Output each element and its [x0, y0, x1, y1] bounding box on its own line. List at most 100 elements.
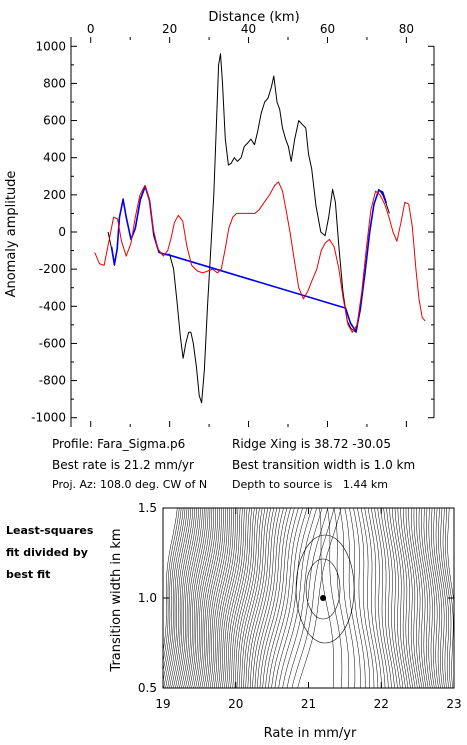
contour-line	[360, 507, 379, 689]
contour-line	[243, 507, 269, 689]
contour-line	[162, 507, 182, 688]
y-tick-label: -600	[39, 336, 66, 350]
contour-line	[413, 507, 427, 689]
contour-line	[418, 507, 431, 689]
contour-line	[403, 507, 418, 689]
y-axis-title: Anomaly amplitude	[4, 171, 19, 298]
x-tick-label: 20	[228, 697, 243, 711]
x-tick-label: 20	[162, 22, 177, 36]
y-tick-label: 600	[43, 114, 66, 128]
contour-line	[268, 507, 303, 689]
y-axis-title: Transition width in km	[109, 528, 124, 672]
minimum-contour	[305, 558, 341, 620]
contour-line	[175, 507, 197, 689]
contour-line	[389, 507, 406, 689]
contour-line	[416, 507, 429, 689]
contour-line	[177, 507, 199, 689]
contour-line	[426, 507, 437, 689]
x-tick-label: 80	[399, 22, 414, 36]
contour-line	[213, 507, 235, 689]
contour-line	[167, 507, 190, 689]
depth-to-source: Depth to source is 1.44 km	[232, 478, 388, 491]
contour-line	[240, 507, 266, 689]
y-tick-label: 400	[43, 151, 66, 165]
y-tick-label: -1000	[31, 411, 66, 425]
contour-line	[367, 507, 386, 689]
contour-line	[252, 507, 281, 689]
contour-line	[265, 507, 299, 689]
series-group	[94, 53, 426, 404]
contour-line	[205, 507, 226, 689]
contour-line	[271, 507, 308, 689]
contour-line	[257, 507, 288, 689]
best-fit-point	[320, 595, 327, 601]
contour-line	[162, 507, 184, 689]
model-profile-line	[94, 181, 426, 333]
contour-line	[344, 507, 361, 689]
y-tick-label: 800	[43, 76, 66, 90]
contour-line	[394, 507, 411, 689]
contour-line	[187, 507, 209, 689]
contour-line	[440, 507, 449, 689]
contour-line	[286, 507, 329, 689]
contour-line	[193, 507, 215, 689]
contour-line	[254, 507, 284, 689]
contour-line	[431, 507, 441, 689]
contour-line	[230, 507, 253, 689]
y-tick-label: -200	[39, 262, 66, 276]
contour-line	[405, 507, 420, 689]
contour-line	[171, 507, 194, 689]
contour-line	[163, 507, 186, 689]
contour-line	[374, 507, 392, 689]
y-tick-label: 1.0	[138, 591, 157, 605]
contour-line	[179, 507, 201, 689]
contour-line	[215, 507, 237, 689]
contour-line	[364, 507, 382, 689]
y-tick-label: 200	[43, 188, 66, 202]
contour-line	[371, 507, 389, 689]
axis-ticks: 0 20 40 60 80 -1000 -800 -600 -400 -200 0 200 400 600…	[31, 22, 435, 427]
best-fit-segment-line	[110, 185, 388, 333]
caption-line: best fit	[6, 568, 51, 581]
profile-name: Profile: Fara_Sigma.p6	[52, 437, 186, 451]
contour-line	[195, 507, 216, 689]
anomaly-profile-chart: 0 20 40 60 80 -1000 -800 -600 -400 -200 0 200 400 600…	[4, 10, 435, 427]
contour-line	[349, 507, 366, 688]
y-tick-label: -400	[39, 299, 66, 313]
x-tick-label: 19	[155, 697, 170, 711]
contour-line	[421, 507, 433, 689]
contour-line	[291, 507, 335, 689]
contour-line	[173, 507, 195, 689]
contour-line	[226, 507, 248, 689]
y-tick-label: 0	[58, 225, 66, 239]
best-rate: Best rate is 21.2 mm/yr	[52, 458, 194, 472]
x-tick-label: 60	[320, 22, 335, 36]
contour-line	[219, 507, 241, 689]
contour-line	[197, 507, 218, 689]
y-tick-label: 1.5	[138, 501, 157, 515]
contour-line	[207, 507, 228, 689]
contour-line	[428, 507, 439, 689]
contour-line	[438, 507, 447, 689]
x-axis-title: Distance (km)	[208, 10, 299, 25]
y-tick-label: 0.5	[138, 681, 157, 695]
x-tick-label: 0	[87, 22, 95, 36]
axis-ticks: 19 20 21 22 23 0.5 1.0 1.5	[138, 501, 462, 711]
contour-line	[165, 507, 188, 689]
contour-line	[333, 507, 350, 689]
contour-line	[353, 507, 370, 688]
contour-line	[339, 507, 356, 689]
contour-line	[249, 507, 278, 689]
contour-line	[238, 507, 263, 689]
contour-line	[217, 507, 239, 689]
contour-line	[391, 507, 409, 689]
contour-line	[433, 507, 443, 689]
x-tick-label: 22	[374, 697, 389, 711]
contour-line	[423, 507, 435, 689]
contour-line	[203, 507, 224, 689]
contour-line	[224, 507, 246, 689]
contour-line	[297, 507, 342, 689]
caption-line: Least-squares	[6, 524, 94, 537]
x-tick-label: 23	[446, 697, 461, 711]
